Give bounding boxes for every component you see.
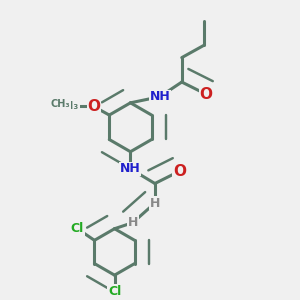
Text: H: H: [150, 196, 160, 209]
Text: O: O: [173, 164, 186, 179]
Text: NH: NH: [120, 162, 141, 175]
Text: H: H: [128, 216, 138, 229]
Text: CH₃: CH₃: [51, 99, 70, 109]
Text: Cl: Cl: [71, 222, 84, 235]
Text: O: O: [87, 99, 100, 114]
Text: O: O: [87, 99, 100, 114]
Text: Cl: Cl: [108, 285, 121, 298]
Text: CH₃: CH₃: [57, 101, 79, 112]
Text: NH: NH: [149, 90, 170, 103]
Text: O: O: [200, 87, 213, 102]
